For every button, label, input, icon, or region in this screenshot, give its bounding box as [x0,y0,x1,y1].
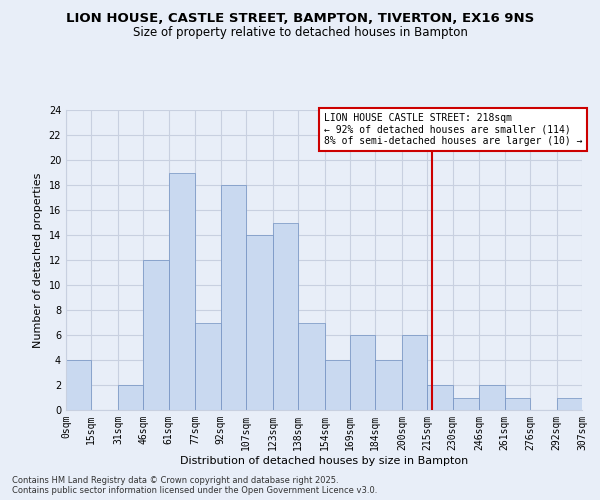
Bar [375,360,402,410]
Text: LION HOUSE, CASTLE STREET, BAMPTON, TIVERTON, EX16 9NS: LION HOUSE, CASTLE STREET, BAMPTON, TIVE… [66,12,534,26]
Bar [557,398,582,410]
Text: LION HOUSE CASTLE STREET: 218sqm
← 92% of detached houses are smaller (114)
8% o: LION HOUSE CASTLE STREET: 218sqm ← 92% o… [324,113,583,146]
Bar [479,385,505,410]
Bar [246,235,273,410]
Y-axis label: Number of detached properties: Number of detached properties [33,172,43,348]
Bar [169,172,196,410]
X-axis label: Distribution of detached houses by size in Bampton: Distribution of detached houses by size … [180,456,468,466]
Bar [505,398,530,410]
Bar [273,222,298,410]
Bar [143,260,169,410]
Text: Size of property relative to detached houses in Bampton: Size of property relative to detached ho… [133,26,467,39]
Bar [350,335,375,410]
Bar [452,398,479,410]
Bar [66,360,91,410]
Text: Contains HM Land Registry data © Crown copyright and database right 2025.
Contai: Contains HM Land Registry data © Crown c… [12,476,377,495]
Bar [325,360,350,410]
Bar [427,385,452,410]
Bar [402,335,427,410]
Bar [196,322,221,410]
Bar [298,322,325,410]
Bar [118,385,143,410]
Bar [221,185,246,410]
